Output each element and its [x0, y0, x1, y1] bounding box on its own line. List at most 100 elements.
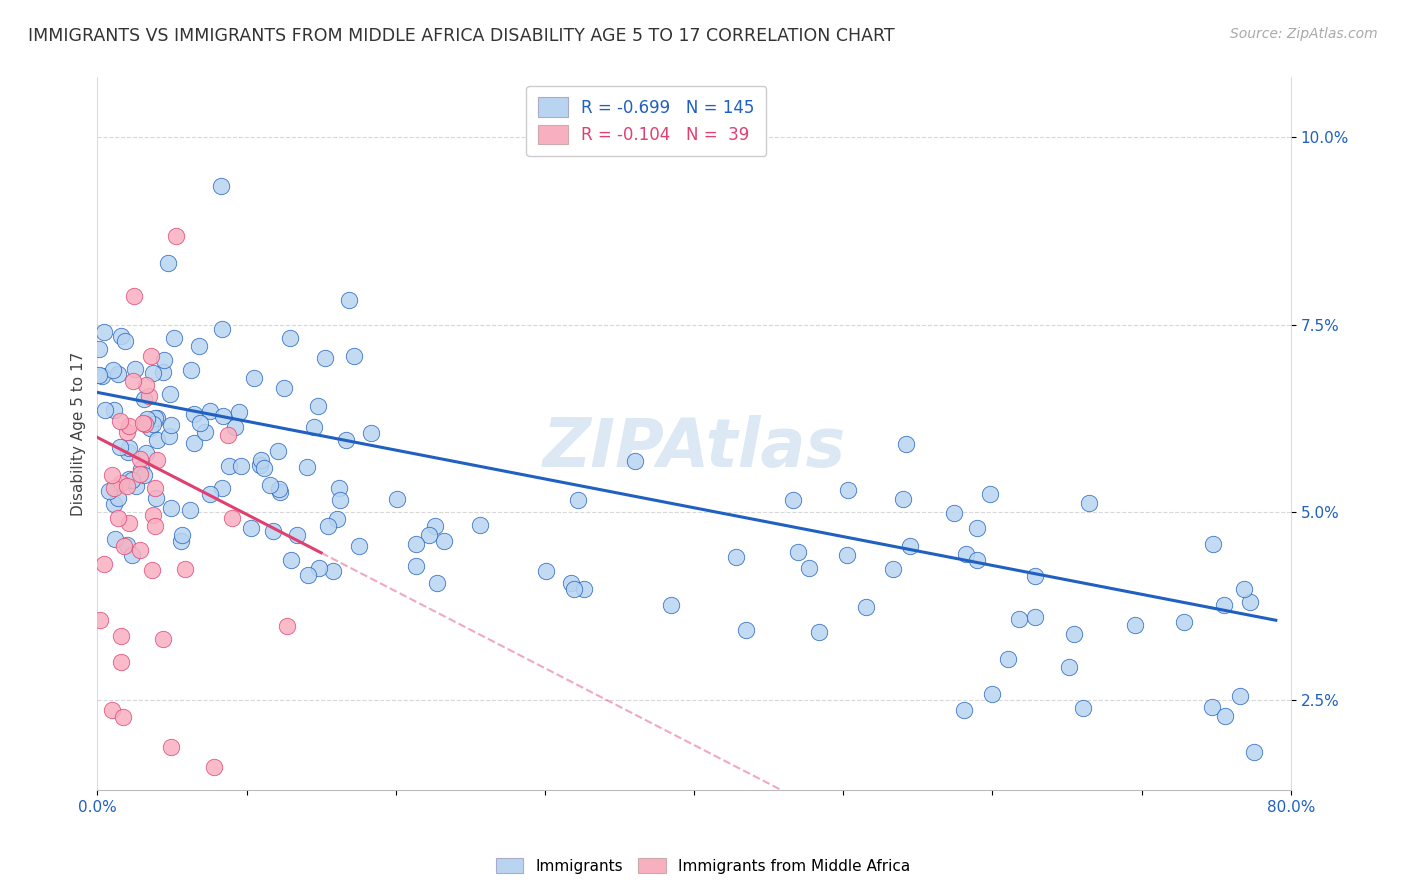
Point [117, 441, 139, 455]
Point [360, 425, 382, 440]
Point [139, 420, 162, 434]
Point [188, 339, 211, 353]
Point [304, 420, 326, 434]
Point [1243, 745, 1265, 759]
Point [1024, 568, 1046, 582]
Point [198, 404, 221, 418]
Point [142, 508, 165, 522]
Point [534, 564, 557, 578]
Point [108, 414, 131, 428]
Point [180, 363, 202, 377]
Point [135, 411, 157, 425]
Text: Source: ZipAtlas.com: Source: ZipAtlas.com [1230, 27, 1378, 41]
Point [194, 425, 217, 439]
Point [224, 420, 246, 434]
Point [190, 416, 212, 430]
Point [179, 503, 201, 517]
Point [329, 493, 352, 508]
Point [139, 349, 162, 363]
Point [94, 403, 117, 417]
Point [132, 392, 155, 407]
Point [229, 459, 252, 474]
Point [211, 481, 233, 495]
Point [212, 409, 235, 424]
Point [567, 493, 589, 508]
Point [152, 365, 174, 379]
Point [347, 539, 370, 553]
Point [143, 411, 166, 425]
Point [659, 598, 682, 612]
Point [308, 561, 330, 575]
Point [159, 740, 181, 755]
Point [93, 557, 115, 571]
Point [221, 511, 243, 525]
Point [280, 553, 302, 567]
Point [121, 473, 143, 487]
Point [953, 703, 976, 717]
Point [433, 533, 456, 548]
Point [1213, 708, 1236, 723]
Point [855, 600, 877, 615]
Point [135, 377, 157, 392]
Point [1024, 610, 1046, 624]
Point [87, 343, 110, 357]
Point [134, 467, 156, 482]
Point [337, 293, 360, 307]
Point [1239, 595, 1261, 609]
Point [307, 399, 329, 413]
Point [103, 403, 125, 417]
Point [262, 524, 284, 538]
Point [249, 458, 271, 472]
Point [782, 492, 804, 507]
Point [891, 491, 914, 506]
Point [101, 703, 124, 717]
Point [787, 545, 810, 559]
Point [259, 478, 281, 492]
Point [574, 582, 596, 596]
Point [1201, 700, 1223, 714]
Point [297, 568, 319, 582]
Point [211, 321, 233, 335]
Point [157, 429, 180, 443]
Point [122, 374, 145, 388]
Point [183, 407, 205, 421]
Point [1063, 627, 1085, 641]
Text: IMMIGRANTS VS IMMIGRANTS FROM MIDDLE AFRICA DISABILITY AGE 5 TO 17 CORRELATION C: IMMIGRANTS VS IMMIGRANTS FROM MIDDLE AFR… [28, 27, 894, 45]
Point [110, 655, 132, 669]
Point [107, 511, 129, 525]
Point [107, 367, 129, 381]
Point [97, 484, 120, 499]
Point [118, 472, 141, 486]
Point [115, 538, 138, 552]
Point [87, 368, 110, 383]
Point [110, 629, 132, 643]
Point [807, 624, 830, 639]
Point [405, 537, 427, 551]
Point [129, 467, 152, 481]
Point [335, 433, 357, 447]
Point [104, 532, 127, 546]
Point [174, 562, 197, 576]
Point [1229, 690, 1251, 704]
Point [141, 563, 163, 577]
Point [117, 516, 139, 530]
Point [111, 710, 134, 724]
Point [103, 481, 125, 495]
Point [624, 454, 647, 468]
Point [160, 501, 183, 516]
Point [942, 507, 965, 521]
Point [314, 351, 336, 366]
Point [269, 482, 291, 496]
Point [318, 519, 340, 533]
Point [253, 460, 276, 475]
Point [882, 562, 904, 576]
Point [228, 405, 250, 419]
Point [103, 497, 125, 511]
Point [966, 520, 988, 534]
Point [285, 527, 308, 541]
Point [142, 367, 165, 381]
Point [997, 652, 1019, 666]
Point [209, 178, 232, 193]
Point [110, 329, 132, 343]
Point [132, 416, 155, 430]
